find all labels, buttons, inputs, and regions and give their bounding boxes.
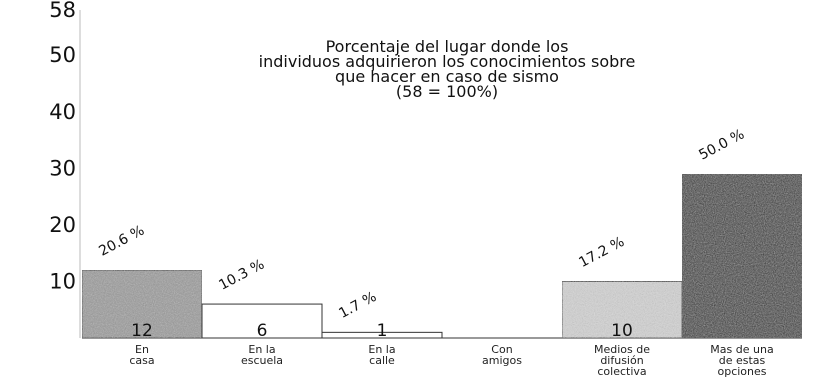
x-tick-label: casa [129,354,154,367]
bar-count-label: 1 [377,321,388,341]
bar-count-label: 6 [257,321,268,341]
bar [81,269,203,339]
chart-title-line: (58 = 100%) [396,82,498,101]
bar [681,173,803,339]
bar [321,331,443,339]
chart-title-line: individuos adquirieron los conocimientos… [259,52,636,71]
y-tick-label: 40 [49,100,76,124]
bar [201,303,323,339]
y-tick-label: 10 [49,269,76,293]
y-tick-label: 20 [49,213,76,237]
x-tick-label: amigos [482,354,522,367]
y-tick-label: 50 [49,43,76,67]
x-tick-label: opciones [717,365,766,378]
x-tick-label: colectiva [597,365,646,378]
x-tick-label: calle [369,354,395,367]
bar-count-label: 10 [611,321,633,341]
bar-percent-label: 1.7 % [336,289,379,322]
bar-count-label: 12 [131,321,153,341]
bar-percent-label: 20.6 % [96,223,147,260]
y-tick-label: 58 [49,0,76,22]
x-tick-label: En la [248,343,275,356]
x-tick-label: difusión [600,354,643,367]
chart-title-line: Porcentaje del lugar donde los [326,37,569,56]
chart-title-line: que hacer en caso de sismo [335,67,559,86]
bar-percent-label: 17.2 % [576,234,627,271]
x-tick-label: En la [368,343,395,356]
bars [81,173,803,339]
y-tick-label: 30 [49,156,76,180]
x-tick-label: Mas de una [710,343,773,356]
x-tick-label: Medios de [594,343,650,356]
chart-title: Porcentaje del lugar donde losindividuos… [259,37,636,101]
bar-percent-label: 50.0 % [696,126,747,163]
bar [561,280,683,339]
bar-percent-label: 10.3 % [216,256,267,293]
x-tick-label: escuela [241,354,283,367]
x-tick-label: de estas [719,354,766,367]
x-tick-label: En [135,343,149,356]
x-tick-label: Con [491,343,512,356]
